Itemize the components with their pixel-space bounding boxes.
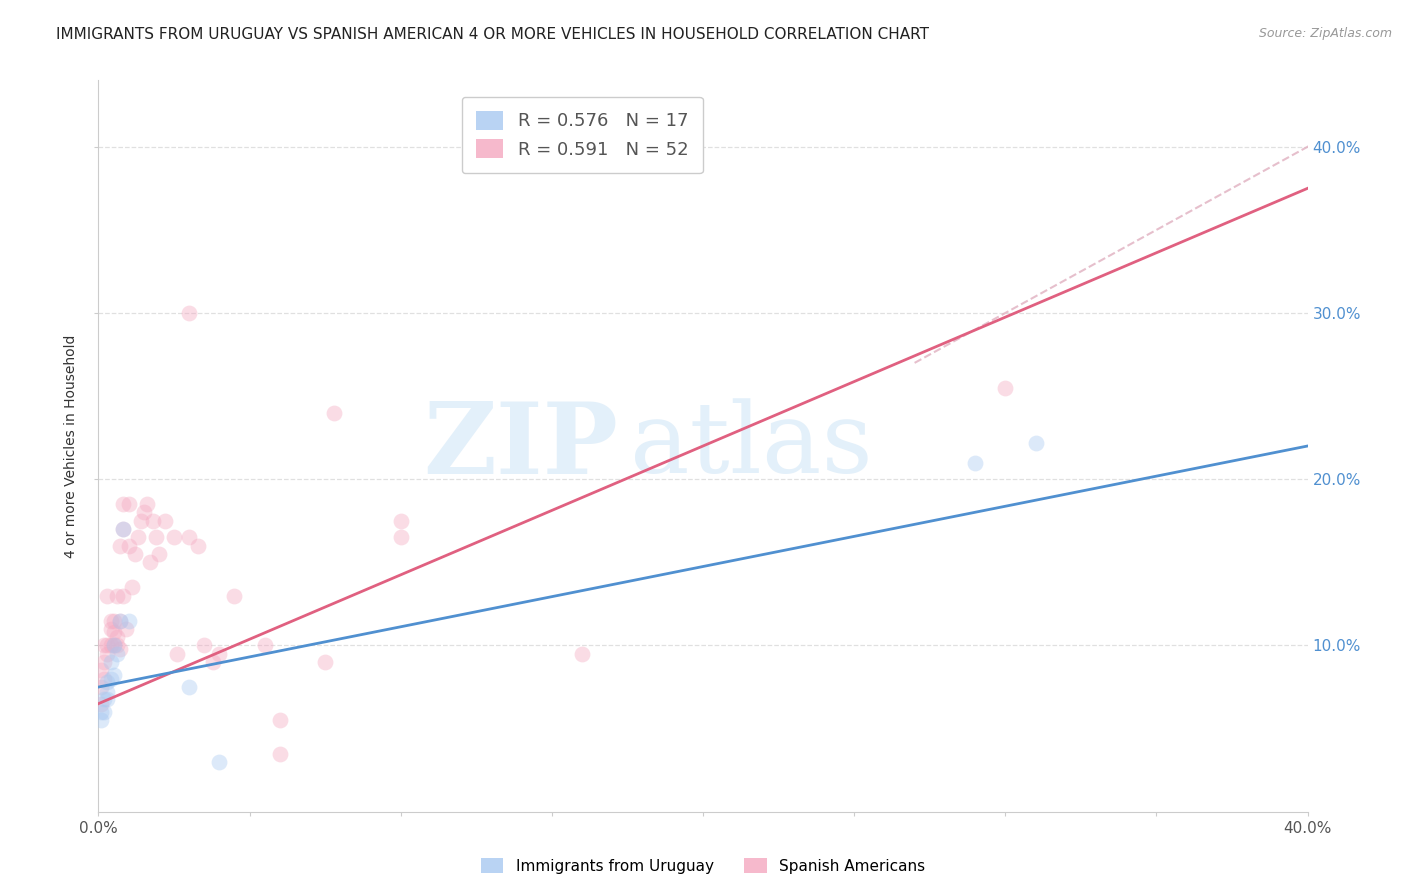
Point: [118, 497, 141, 511]
Point: [93, 705, 115, 719]
Point: [93, 672, 115, 686]
Point: [163, 530, 186, 544]
Point: [105, 639, 128, 653]
Point: [314, 655, 336, 669]
Point: [96, 589, 118, 603]
Point: [114, 622, 136, 636]
Point: [100, 622, 122, 636]
Point: [90, 680, 112, 694]
Point: [389, 514, 412, 528]
Point: [108, 641, 131, 656]
Point: [105, 630, 128, 644]
Point: [121, 580, 143, 594]
Point: [179, 306, 201, 320]
Point: [100, 614, 122, 628]
Point: [93, 639, 115, 653]
Point: [253, 639, 276, 653]
Point: [108, 539, 131, 553]
Point: [111, 522, 134, 536]
Point: [96, 675, 118, 690]
Point: [103, 639, 125, 653]
Point: [208, 647, 231, 661]
Point: [103, 614, 125, 628]
Point: [224, 589, 246, 603]
Point: [96, 685, 118, 699]
Text: IMMIGRANTS FROM URUGUAY VS SPANISH AMERICAN 4 OR MORE VEHICLES IN HOUSEHOLD CORR: IMMIGRANTS FROM URUGUAY VS SPANISH AMERI…: [56, 27, 929, 42]
Point: [108, 614, 131, 628]
Text: ZIP: ZIP: [423, 398, 619, 494]
Point: [100, 639, 122, 653]
Point: [118, 539, 141, 553]
Point: [994, 381, 1017, 395]
Y-axis label: 4 or more Vehicles in Household: 4 or more Vehicles in Household: [65, 334, 79, 558]
Legend: R = 0.576   N = 17, R = 0.591   N = 52: R = 0.576 N = 17, R = 0.591 N = 52: [461, 96, 703, 173]
Point: [90, 705, 112, 719]
Point: [179, 530, 201, 544]
Point: [145, 530, 167, 544]
Point: [103, 625, 125, 640]
Point: [103, 668, 125, 682]
Point: [118, 614, 141, 628]
Point: [93, 691, 115, 706]
Point: [111, 497, 134, 511]
Point: [323, 406, 346, 420]
Point: [105, 647, 128, 661]
Point: [108, 614, 131, 628]
Point: [269, 747, 291, 761]
Point: [1024, 435, 1046, 450]
Legend: Immigrants from Uruguay, Spanish Americans: Immigrants from Uruguay, Spanish America…: [474, 852, 932, 880]
Point: [142, 514, 165, 528]
Point: [96, 691, 118, 706]
Point: [193, 639, 215, 653]
Point: [90, 664, 112, 678]
Point: [202, 655, 225, 669]
Point: [111, 589, 134, 603]
Point: [96, 647, 118, 661]
Text: atlas: atlas: [630, 398, 873, 494]
Point: [127, 530, 149, 544]
Point: [103, 639, 125, 653]
Point: [187, 539, 209, 553]
Point: [153, 514, 176, 528]
Point: [139, 555, 162, 569]
Point: [100, 655, 122, 669]
Point: [148, 547, 170, 561]
Point: [179, 680, 201, 694]
Point: [965, 456, 987, 470]
Point: [111, 522, 134, 536]
Text: Source: ZipAtlas.com: Source: ZipAtlas.com: [1258, 27, 1392, 40]
Point: [90, 714, 112, 728]
Point: [100, 672, 122, 686]
Point: [129, 514, 152, 528]
Point: [269, 714, 291, 728]
Point: [571, 647, 593, 661]
Point: [135, 497, 157, 511]
Point: [166, 647, 188, 661]
Point: [124, 547, 146, 561]
Point: [208, 755, 231, 769]
Point: [96, 639, 118, 653]
Point: [90, 697, 112, 711]
Point: [132, 506, 155, 520]
Point: [105, 589, 128, 603]
Point: [389, 530, 412, 544]
Point: [93, 655, 115, 669]
